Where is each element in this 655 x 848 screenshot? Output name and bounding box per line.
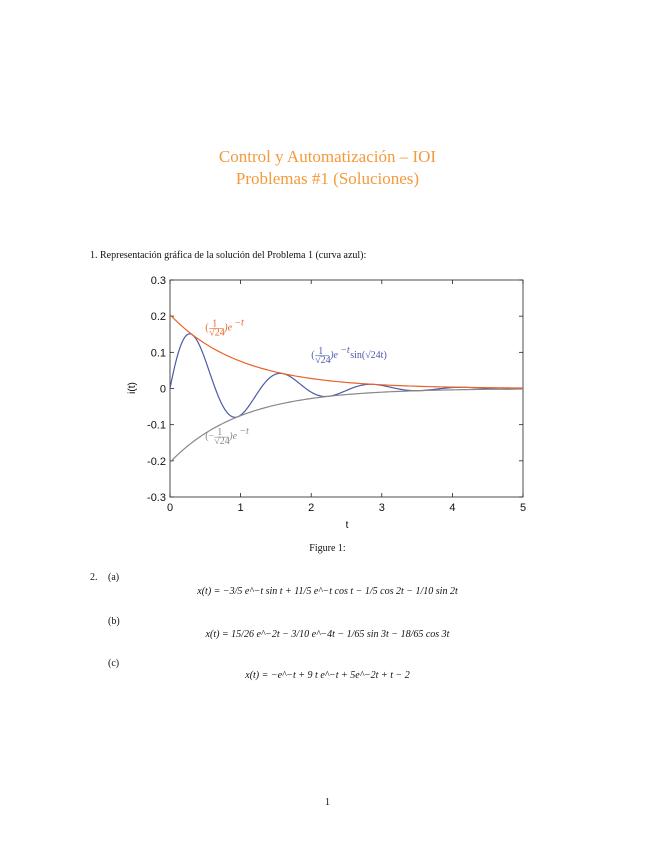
y-tick-label: 0.3 <box>151 275 166 287</box>
x-tick-label: 5 <box>520 502 526 514</box>
annotation-superscript: −t <box>239 426 249 437</box>
fraction-denominator: √24 <box>214 436 230 447</box>
y-tick-label: -0.1 <box>147 420 166 432</box>
annotation-text: (− <box>205 431 214 442</box>
chart-curves <box>169 314 524 463</box>
annotation-superscript: −t <box>340 345 350 356</box>
fraction-numerator: 1 <box>318 346 323 357</box>
fraction-numerator: 1 <box>217 427 222 438</box>
x-tick-label: 3 <box>379 502 385 514</box>
annotation-tail-2: sin(√24t) <box>350 350 387 361</box>
part-b-equation: x(t) = 15/26 e^−2t − 3/10 e^−4t − 1/65 s… <box>205 629 450 640</box>
y-tick-label: -0.2 <box>147 456 166 468</box>
y-tick-label: 0 <box>160 384 166 396</box>
y-tick-label: 0.2 <box>151 311 166 323</box>
annotation-1: (1√24)e −t <box>205 318 244 339</box>
fraction-numerator: 1 <box>212 319 217 330</box>
part-a-equation: x(t) = −3/5 e^−t sin t + 11/5 e^−t cos t… <box>197 586 458 597</box>
part-a-label: (a) <box>108 572 120 583</box>
x-axis-label: t <box>346 520 349 531</box>
annotation-tail: )e <box>223 323 232 334</box>
series-line-2 <box>169 314 524 389</box>
part-c-equation: x(t) = −e^−t + 9 t e^−t + 5e^−2t + t − 2 <box>245 670 410 681</box>
fraction-denominator: √24 <box>209 328 225 339</box>
document-title: Control y Automatización – IOI <box>218 147 437 166</box>
problem-2-number: 2. <box>90 572 98 583</box>
y-tick-label: -0.3 <box>147 492 166 504</box>
annotation-superscript: −t <box>234 318 244 329</box>
annotation-2: (1√24)e −t sin(√24t) <box>311 345 387 366</box>
fraction-denominator: √24 <box>315 355 331 366</box>
x-tick-label: 1 <box>238 502 244 514</box>
part-b-label: (b) <box>108 616 120 627</box>
part-c-label: (c) <box>108 658 120 669</box>
annotation-text: ( <box>205 323 209 334</box>
annotation-3: (− 1√24)e −t <box>205 426 249 447</box>
document-subtitle: Problemas #1 (Soluciones) <box>235 169 420 188</box>
x-tick-label: 0 <box>167 502 173 514</box>
plot-frame <box>169 279 524 498</box>
y-axis-label: i(t) <box>127 382 138 394</box>
x-tick-label: 4 <box>449 502 455 514</box>
page-number: 1 <box>325 797 330 808</box>
figure-caption: Figure 1: <box>309 543 346 554</box>
y-tick-label: 0.1 <box>151 347 166 359</box>
series-line-3 <box>169 388 524 463</box>
annotation-text: ( <box>311 350 315 361</box>
problem-1-statement: 1. Representación gráfica de la solución… <box>90 250 367 261</box>
chart-annotations: (1√24)e −t(1√24)e −t sin(√24t)(− 1√24)e −t <box>205 318 387 448</box>
x-tick-label: 2 <box>308 502 314 514</box>
annotation-tail: )e <box>228 431 237 442</box>
chart-axes: 0 1 2 3 4 5 0.3 0.2 0.1 0 -0.1 -0.2 -0.3 <box>147 275 526 514</box>
annotation-tail: )e <box>329 350 338 361</box>
solution-chart: 0 1 2 3 4 50.30.20.10-0.1-0.2-0.3 (1√24)e −t(1… <box>127 275 526 531</box>
